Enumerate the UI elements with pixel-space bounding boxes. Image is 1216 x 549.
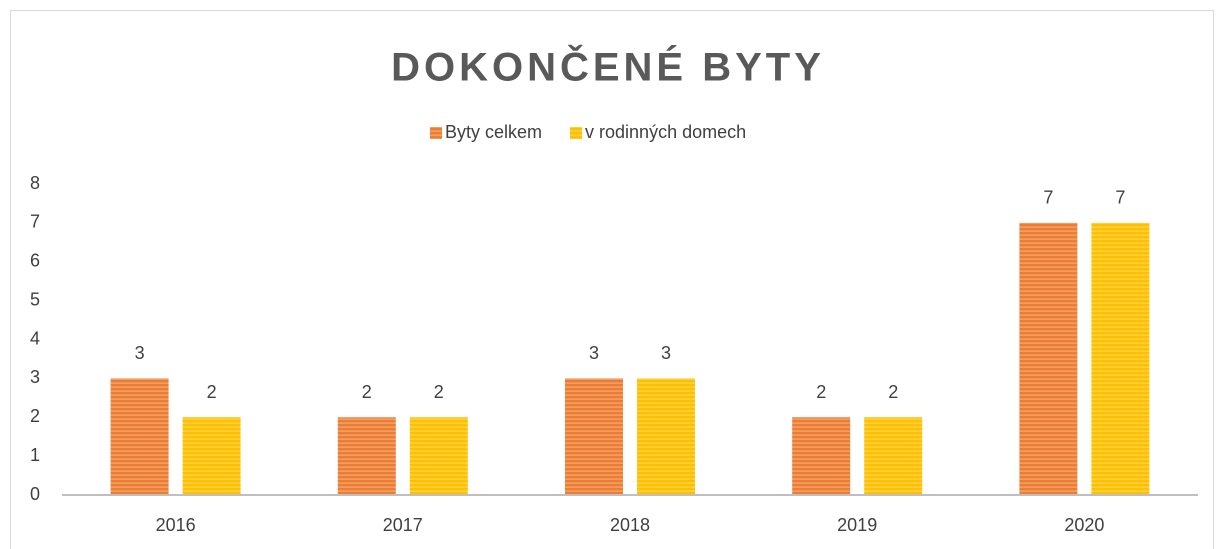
- bar: [182, 417, 241, 495]
- y-tick-label: 4: [30, 328, 40, 348]
- x-tick-label: 2020: [1064, 515, 1104, 535]
- bar: [337, 417, 396, 495]
- legend-swatch: [570, 127, 583, 139]
- bar: [864, 417, 923, 495]
- y-tick-label: 5: [30, 289, 40, 309]
- y-tick-label: 3: [30, 367, 40, 387]
- y-tick-label: 6: [30, 251, 40, 271]
- x-tick-label: 2018: [610, 515, 650, 535]
- bar: [792, 417, 851, 495]
- data-label: 7: [1043, 188, 1053, 208]
- chart-title: DOKONČENÉ BYTY: [391, 44, 825, 90]
- data-label: 7: [1115, 188, 1125, 208]
- bar: [637, 378, 695, 495]
- x-tick-label: 2016: [156, 515, 196, 535]
- bar: [1091, 222, 1150, 495]
- data-label: 3: [589, 343, 599, 363]
- y-tick-label: 2: [30, 406, 40, 426]
- y-tick-label: 1: [30, 445, 40, 465]
- y-tick-label: 8: [30, 173, 40, 193]
- bar: [565, 378, 623, 495]
- bar: [1019, 222, 1078, 495]
- y-tick-label: 7: [30, 212, 40, 232]
- data-label: 3: [135, 343, 145, 363]
- y-tick-label: 0: [30, 484, 40, 504]
- x-tick-label: 2017: [383, 515, 423, 535]
- bar: [110, 378, 169, 495]
- bar: [409, 417, 468, 495]
- data-label: 2: [207, 382, 217, 402]
- legend-label: v rodinných domech: [585, 122, 746, 142]
- data-label: 2: [362, 382, 372, 402]
- legend-swatch: [430, 127, 442, 139]
- data-label: 2: [434, 382, 444, 402]
- data-label: 2: [888, 382, 898, 402]
- data-label: 3: [661, 343, 671, 363]
- legend-label: Byty celkem: [445, 122, 542, 142]
- data-label: 2: [816, 382, 826, 402]
- x-tick-label: 2019: [837, 515, 877, 535]
